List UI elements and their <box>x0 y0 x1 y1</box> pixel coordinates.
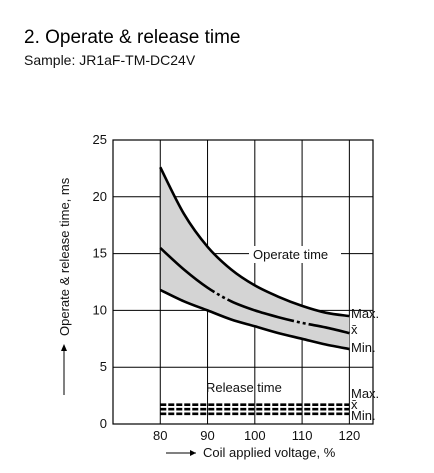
y-tick-label: 10 <box>93 302 107 317</box>
operate-min-line <box>159 288 350 351</box>
operate-max-line <box>159 166 350 318</box>
y-axis-label: Operate & release time, ms <box>57 177 72 336</box>
page-title: 2. Operate & release time <box>24 27 241 48</box>
x-tick-label: 120 <box>339 428 361 443</box>
release-time-label: Release time <box>206 380 282 395</box>
operate-min-label: Min. <box>351 340 376 355</box>
x-tick-label: 110 <box>292 428 313 443</box>
axes <box>61 139 374 456</box>
operate-time-band-fill <box>160 167 350 350</box>
release-max-label: Max. <box>351 386 379 401</box>
release-mean-label: x̄ <box>351 397 358 412</box>
x-axis-arrow-head <box>190 450 196 456</box>
y-tick-label: 25 <box>93 132 107 147</box>
y-tick-label: 5 <box>100 359 107 374</box>
operate-time-label-bg <box>249 246 341 263</box>
y-tick-label: 20 <box>93 189 107 204</box>
operate-max-label: Max. <box>351 306 379 321</box>
operate-mean-line <box>159 246 350 335</box>
operate-time-label: Operate time <box>253 247 328 262</box>
y-tick-label: 0 <box>100 416 107 431</box>
operate-mean-label: x̄ <box>351 322 358 337</box>
y-tick-label: 15 <box>93 246 107 261</box>
x-tick-label: 100 <box>244 428 266 443</box>
y-axis-arrow-head <box>61 344 67 351</box>
x-axis-label: Coil applied voltage, % <box>203 445 336 460</box>
plot-frame <box>112 139 374 425</box>
x-tick-label: 80 <box>153 428 167 443</box>
x-tick-label: 90 <box>200 428 214 443</box>
operate-time-band <box>159 167 350 350</box>
release-min-label: Min. <box>351 408 376 423</box>
series-lines <box>159 166 350 416</box>
page-subtitle: Sample: JR1aF-TM-DC24V <box>24 52 196 68</box>
